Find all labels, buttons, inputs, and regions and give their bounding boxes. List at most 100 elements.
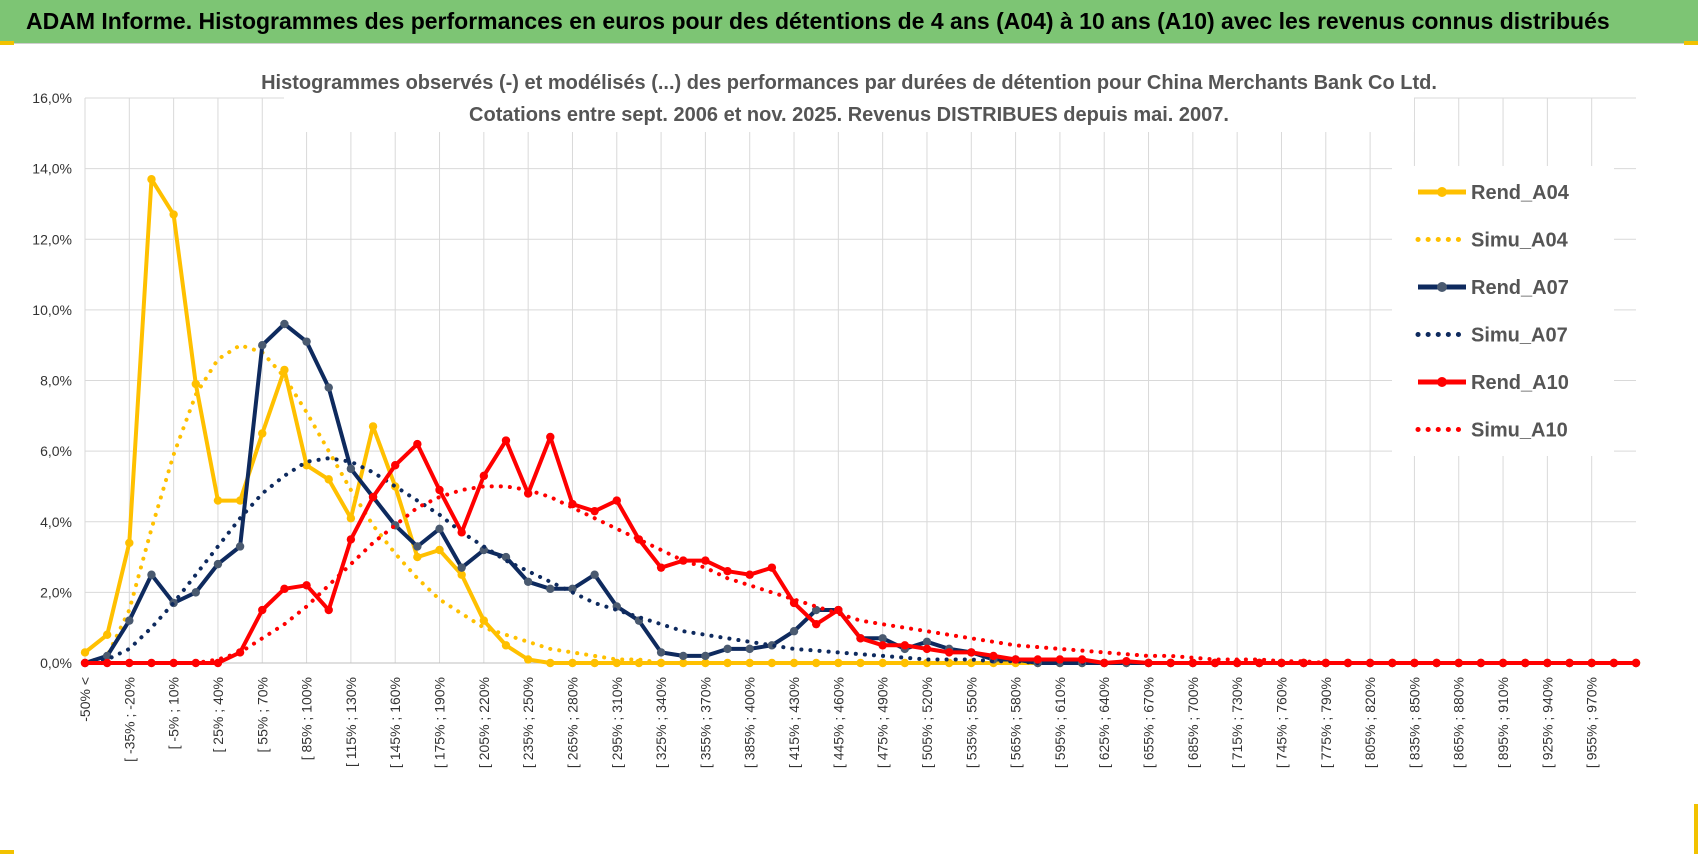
- x-tick-label: [ 595% ; 610%: [1052, 677, 1068, 768]
- x-tick-label: [ 385% ; 400%: [742, 677, 758, 768]
- legend-label: Simu_A07: [1471, 325, 1568, 347]
- legend-label: Rend_A10: [1471, 372, 1569, 394]
- data-point-rend-a07: [922, 637, 932, 647]
- x-tick-label: [ 325% ; 340%: [653, 677, 669, 768]
- data-point-rend-a07: [102, 651, 112, 661]
- data-point-rend-a04: [612, 658, 621, 668]
- data-point-rend-a04: [878, 658, 887, 668]
- data-point-rend-a10: [1565, 658, 1574, 668]
- chart-panel: [0, 41, 1698, 854]
- data-point-rend-a04: [767, 658, 777, 668]
- legend-label: Simu_A10: [1471, 420, 1568, 442]
- data-point-rend-a10: [302, 581, 311, 590]
- data-point-rend-a07: [546, 584, 555, 594]
- data-point-rend-a04: [324, 475, 333, 484]
- data-point-rend-a04: [457, 570, 466, 579]
- data-point-rend-a10: [280, 584, 289, 594]
- data-point-rend-a10: [413, 439, 422, 449]
- data-point-rend-a10: [834, 605, 843, 615]
- data-point-rend-a04: [213, 496, 223, 505]
- legend-marker: [1437, 187, 1447, 197]
- x-tick-label: [ 25% ; 40%: [210, 677, 226, 753]
- data-point-rend-a07: [501, 552, 511, 562]
- x-tick-label: [ 265% ; 280%: [564, 677, 580, 768]
- data-point-rend-a10: [745, 570, 754, 579]
- data-point-rend-a07: [523, 577, 533, 586]
- x-tick-label: [ 745% ; 760%: [1273, 677, 1289, 768]
- data-point-rend-a07: [479, 545, 489, 555]
- data-point-rend-a07: [590, 570, 599, 579]
- data-point-rend-a10: [346, 535, 356, 544]
- data-point-rend-a04: [80, 648, 90, 657]
- report-title: ADAM Informe. Histogrammes des performan…: [26, 8, 1610, 34]
- legend-label: Rend_A07: [1471, 277, 1569, 299]
- legend-label: Rend_A04: [1471, 182, 1570, 204]
- corner-mark-bottom-left: [0, 850, 14, 854]
- data-point-rend-a10: [501, 436, 511, 445]
- data-point-rend-a07: [125, 616, 134, 625]
- data-point-rend-a10: [922, 644, 932, 654]
- data-point-rend-a04: [568, 658, 577, 668]
- x-tick-label: [ 775% ; 790%: [1318, 677, 1334, 768]
- data-point-rend-a07: [258, 340, 267, 350]
- x-tick-label: [ 655% ; 670%: [1141, 677, 1157, 768]
- data-point-rend-a07: [656, 648, 666, 657]
- chart-title-line2: Cotations entre sept. 2006 et nov. 2025.…: [469, 104, 1229, 126]
- y-tick-label: 8,0%: [40, 373, 72, 389]
- data-point-rend-a10: [1188, 658, 1198, 668]
- data-point-rend-a10: [479, 471, 489, 481]
- data-point-rend-a07: [346, 464, 356, 473]
- data-point-rend-a10: [546, 432, 555, 442]
- legend-label: Simu_A04: [1471, 230, 1569, 252]
- data-point-rend-a10: [457, 528, 466, 537]
- y-tick-layer: 0,0% 2,0% 4,0% 6,0% 8,0% 10,0% 12,0% 14,0% 16,0%: [32, 90, 72, 671]
- data-point-rend-a04: [302, 461, 311, 470]
- data-point-rend-a10: [723, 566, 732, 576]
- report-banner: ADAM Informe. Histogrammes des performan…: [0, 0, 1698, 43]
- legend-marker: [1437, 377, 1447, 387]
- data-point-rend-a04: [723, 658, 732, 668]
- x-tick-label: [ 565% ; 580%: [1008, 677, 1024, 768]
- data-point-rend-a10: [368, 492, 378, 502]
- data-point-rend-a07: [413, 542, 422, 551]
- x-tick-label: [ -5% ; 10%: [166, 677, 182, 749]
- y-tick-label: 14,0%: [32, 161, 72, 177]
- data-point-rend-a10: [967, 648, 976, 657]
- data-point-rend-a10: [1365, 658, 1375, 668]
- corner-mark-bottom-right: [1694, 804, 1698, 854]
- legend: Rend_A04 Simu_A04 Rend_A07 Simu_A07 Rend_A10…: [1415, 182, 1570, 442]
- data-point-rend-a10: [1210, 658, 1220, 668]
- y-tick-label: 4,0%: [40, 514, 72, 530]
- x-tick-label: [ 115% ; 130%: [343, 677, 359, 767]
- data-point-rend-a10: [701, 556, 710, 565]
- x-tick-label: -50% <: [77, 677, 93, 722]
- data-point-rend-a10: [1055, 655, 1065, 664]
- data-point-rend-a07: [457, 563, 466, 572]
- data-point-rend-a04: [147, 175, 156, 184]
- y-tick-label: 0,0%: [40, 655, 72, 671]
- data-point-rend-a04: [413, 552, 422, 562]
- y-tick-label: 2,0%: [40, 584, 72, 600]
- data-point-rend-a07: [302, 337, 311, 346]
- x-tick-label: [ -35% ; -20%: [121, 677, 137, 762]
- x-tick-label: [ 295% ; 310%: [609, 677, 625, 768]
- data-point-rend-a10: [435, 485, 444, 495]
- data-point-rend-a10: [1255, 658, 1264, 668]
- data-point-rend-a10: [1609, 658, 1619, 668]
- data-point-rend-a04: [102, 630, 112, 639]
- data-point-rend-a04: [435, 545, 444, 555]
- data-point-rend-a10: [169, 658, 178, 668]
- x-tick-label: [ 505% ; 520%: [919, 677, 935, 768]
- data-point-rend-a10: [878, 641, 887, 650]
- x-tick-label: [ 55% ; 70%: [254, 677, 270, 753]
- data-point-rend-a07: [745, 644, 754, 654]
- data-point-rend-a07: [435, 524, 444, 534]
- data-point-rend-a07: [147, 570, 156, 579]
- x-tick-layer: -50% < [ -35% ; -20% [ -5% ; 10% [ 25% ; 40…: [77, 677, 1600, 768]
- data-point-rend-a10: [811, 619, 821, 629]
- data-point-rend-a07: [235, 542, 245, 551]
- data-point-rend-a10: [1077, 655, 1087, 664]
- x-tick-label: [ 685% ; 700%: [1185, 677, 1201, 768]
- y-tick-label: 12,0%: [32, 231, 72, 247]
